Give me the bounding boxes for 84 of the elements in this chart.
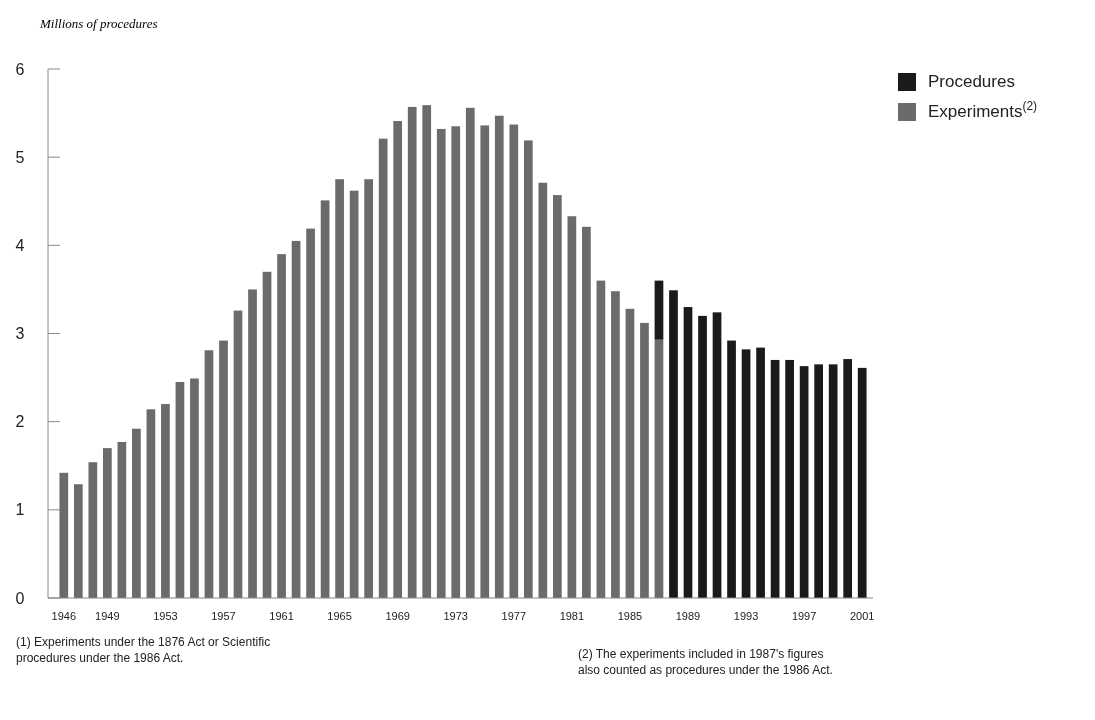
x-tick-label: 1985	[617, 610, 643, 622]
y-tick-label: 5	[15, 148, 25, 166]
x-tick-label: 1953	[153, 610, 178, 622]
bar	[712, 312, 722, 598]
bar	[683, 307, 693, 598]
text: (1) Experiments under the 1876 Act or Scientific procedures under the 1986 Act.	[16, 635, 271, 665]
x-tick-label: 1977	[501, 610, 527, 622]
x-tick-label: 1961	[269, 610, 294, 622]
bar	[770, 359, 780, 598]
bar	[320, 200, 330, 598]
bar	[785, 359, 794, 598]
bar	[117, 441, 127, 598]
bar	[611, 291, 620, 598]
bar	[451, 126, 461, 598]
bar	[669, 290, 678, 598]
bar	[161, 404, 170, 598]
bar	[640, 322, 649, 598]
y-tick-label: 6	[15, 60, 25, 78]
bar	[277, 254, 286, 598]
bar	[857, 367, 867, 598]
legend-label: Procedures	[928, 72, 1015, 91]
x-tick-label: 1997	[791, 610, 817, 622]
x-tick-label: 1949	[95, 610, 120, 622]
y-tick-label: 1	[15, 501, 25, 519]
bar	[727, 340, 736, 598]
bar	[364, 179, 373, 598]
bar	[422, 105, 432, 598]
bar	[654, 339, 664, 598]
bar	[814, 364, 823, 598]
x-tick-label: 1981	[559, 610, 585, 622]
bar	[291, 240, 301, 598]
bar	[132, 428, 141, 598]
legend-label: Experiments$^{(2)}$	[928, 99, 1038, 121]
bar	[335, 179, 344, 598]
bar	[596, 280, 606, 598]
y-tick-label: 4	[15, 236, 25, 254]
bar	[654, 280, 664, 340]
bar	[146, 409, 156, 598]
bar	[582, 226, 591, 598]
bar	[248, 289, 257, 598]
bar	[828, 364, 838, 598]
bar	[73, 484, 83, 598]
bar	[509, 124, 519, 598]
bar	[480, 125, 490, 598]
x-tick-label: 1973	[443, 610, 468, 622]
bar	[538, 182, 548, 598]
bar	[465, 107, 475, 598]
bar	[436, 128, 446, 598]
bar	[494, 115, 504, 598]
bar	[88, 462, 98, 598]
x-tick-label: 1989	[675, 610, 701, 622]
y-axis-title: Millions of procedures	[39, 16, 158, 31]
bar	[378, 138, 388, 598]
x-tick-label: 1946	[51, 610, 77, 622]
text: (2) The experiments included in 1987's figures also counted as procedures under the 1986 Act.	[578, 647, 833, 677]
bar	[553, 195, 562, 598]
x-tick-label: 1969	[385, 610, 410, 622]
bar	[523, 140, 533, 598]
bar	[349, 190, 359, 598]
bar	[233, 310, 243, 598]
y-tick-label: 3	[15, 325, 25, 343]
bar	[698, 315, 707, 598]
x-tick-label: 1993	[733, 610, 759, 622]
x-tick-label: 1957	[211, 610, 236, 622]
x-tick-label: 2001	[849, 610, 875, 622]
bar	[799, 366, 809, 598]
bar	[625, 308, 635, 598]
bar	[204, 350, 214, 598]
bar	[103, 448, 112, 598]
bar	[59, 472, 69, 598]
bar	[190, 378, 199, 598]
x-tick-label: 1965	[327, 610, 352, 622]
bar	[741, 349, 751, 598]
bar	[407, 106, 417, 598]
bar	[306, 228, 315, 598]
bar	[175, 381, 185, 598]
bar	[756, 347, 765, 598]
y-tick-label: 0	[15, 589, 25, 607]
bar	[219, 340, 228, 598]
y-tick-label: 2	[15, 413, 25, 431]
bar	[567, 216, 577, 598]
bar	[843, 359, 853, 598]
bar	[262, 271, 272, 598]
bar	[393, 121, 403, 598]
